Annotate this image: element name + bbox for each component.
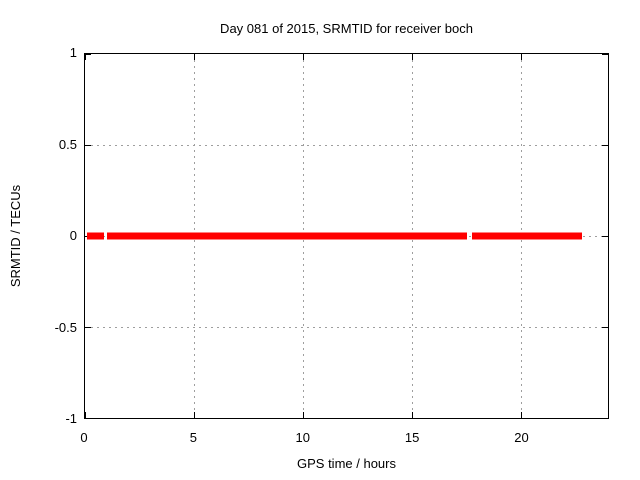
y-tick-mark (602, 327, 608, 328)
x-axis-label: GPS time / hours (297, 456, 396, 471)
x-tick-label: 5 (189, 430, 197, 445)
y-tick-mark (85, 327, 91, 328)
x-tick-mark (85, 54, 86, 60)
x-tick-mark (302, 54, 304, 60)
x-tick-mark (411, 54, 413, 60)
plot-area (84, 53, 609, 419)
srmtid-data-segment (106, 232, 468, 240)
y-tick-mark (602, 236, 608, 237)
y-tick-label: 0 (69, 228, 77, 243)
y-tick-label: -1 (65, 411, 77, 426)
y-tick-label: 1 (69, 45, 77, 60)
x-tick-mark (193, 412, 195, 418)
y-tick-mark (85, 418, 91, 419)
x-tick-mark (520, 412, 522, 418)
x-tick-mark (85, 412, 86, 418)
y-tick-mark (85, 145, 91, 146)
y-tick-mark (85, 54, 91, 55)
x-tick-mark (193, 54, 195, 60)
x-tick-mark (520, 54, 522, 60)
x-tick-label: 10 (295, 430, 310, 445)
y-tick-mark (602, 54, 608, 55)
chart-title: Day 081 of 2015, SRMTID for receiver boc… (220, 21, 473, 36)
y-tick-label: 0.5 (58, 136, 77, 152)
y-tick-mark (602, 145, 608, 146)
gridline-horizontal (85, 145, 608, 146)
y-tick-mark (602, 418, 608, 419)
x-tick-label: 0 (80, 430, 88, 445)
x-tick-mark (302, 412, 304, 418)
y-tick-label: -0.5 (54, 319, 77, 335)
x-tick-mark (411, 412, 413, 418)
x-tick-label: 20 (514, 430, 529, 445)
srmtid-data-segment (87, 232, 104, 240)
gridline-horizontal (85, 327, 608, 328)
x-tick-label: 15 (404, 430, 420, 445)
srmtid-data-segment (471, 232, 582, 240)
